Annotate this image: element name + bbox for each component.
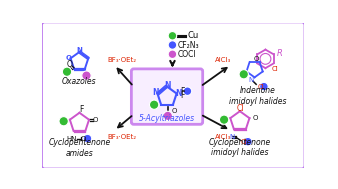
Text: R: R (276, 49, 282, 58)
Text: N: N (76, 47, 82, 53)
Text: F: F (180, 87, 184, 96)
Text: Cu: Cu (188, 31, 199, 40)
Text: HN: HN (67, 136, 77, 142)
Text: N: N (152, 88, 159, 97)
Text: AlCl₃: AlCl₃ (215, 57, 231, 63)
Circle shape (149, 100, 159, 109)
Text: O: O (172, 108, 177, 114)
Circle shape (168, 50, 177, 58)
Circle shape (219, 115, 229, 124)
Text: N: N (176, 89, 182, 98)
Circle shape (59, 117, 68, 126)
Text: N: N (230, 134, 235, 140)
Text: Cyclopentenone
imidoyl halides: Cyclopentenone imidoyl halides (209, 138, 271, 157)
Text: Oxazoles: Oxazoles (62, 77, 97, 86)
Text: O: O (93, 117, 98, 123)
Circle shape (168, 41, 177, 49)
Text: F: F (180, 91, 184, 100)
Text: O: O (66, 60, 72, 69)
Text: O: O (66, 55, 72, 61)
Text: Cl: Cl (241, 139, 248, 145)
Text: F: F (79, 105, 83, 114)
Text: N: N (249, 77, 254, 83)
Text: Cl: Cl (237, 104, 244, 113)
Circle shape (82, 71, 91, 80)
Text: AlCl₃: AlCl₃ (215, 134, 231, 140)
Text: Cl: Cl (271, 66, 278, 72)
Text: Indenone
imidoyl halides: Indenone imidoyl halides (229, 86, 286, 105)
Text: Cyclopentenone
amides: Cyclopentenone amides (48, 139, 111, 158)
Text: 5-Acyltriazoles: 5-Acyltriazoles (139, 114, 195, 123)
Circle shape (163, 111, 172, 120)
Circle shape (244, 137, 252, 146)
FancyBboxPatch shape (131, 69, 203, 124)
Circle shape (183, 87, 192, 95)
Circle shape (239, 70, 248, 79)
Text: O: O (254, 56, 259, 62)
Text: O: O (81, 136, 86, 142)
Circle shape (168, 32, 177, 40)
Text: O: O (253, 115, 258, 121)
Text: BF₃·OEt₂: BF₃·OEt₂ (107, 57, 137, 63)
Text: CF₂N₃: CF₂N₃ (178, 40, 199, 50)
Circle shape (62, 67, 72, 76)
Text: COCl: COCl (178, 50, 196, 59)
Text: BF₃·OEt₂: BF₃·OEt₂ (107, 134, 137, 140)
Text: N: N (164, 81, 170, 90)
Circle shape (83, 134, 92, 143)
FancyBboxPatch shape (42, 22, 305, 169)
Circle shape (260, 82, 268, 91)
Text: Cl: Cl (258, 84, 264, 90)
